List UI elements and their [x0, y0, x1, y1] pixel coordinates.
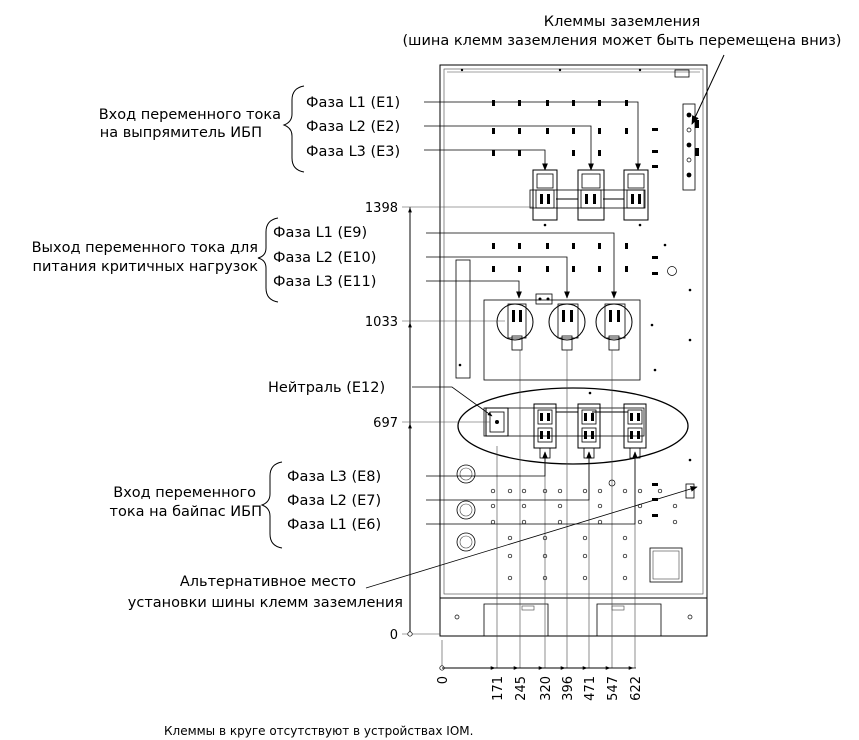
- rectifier-input-group: Вход переменного тока на выпрямитель ИБП…: [99, 85, 641, 173]
- vdim-0: 0: [390, 628, 398, 643]
- alt-ground-label-2: установки шины клемм заземления: [128, 595, 403, 611]
- phase-e10-label: Фаза L2 (E10): [273, 250, 376, 266]
- footnote: Клеммы в круге отсутствуют в устройствах…: [164, 724, 473, 738]
- output-group-label-2: питания критичных нагрузок: [32, 259, 258, 275]
- hdim-547: 547: [606, 676, 621, 701]
- output-terminal-block: [483, 293, 641, 381]
- bypass-brace: [260, 461, 283, 549]
- vertical-guide-lines: [441, 350, 636, 668]
- alt-ground-leader: [365, 486, 698, 589]
- e9-leader: [426, 232, 617, 299]
- e11-leader: [426, 280, 522, 299]
- vdim-1033: 1033: [365, 315, 398, 330]
- phase-e8-label: Фаза L3 (E8): [287, 469, 381, 485]
- output-brace: [257, 217, 279, 303]
- rectifier-terminal-block: [529, 169, 649, 221]
- e6-leader: [426, 451, 638, 525]
- hdim-245: 245: [514, 676, 529, 701]
- rectifier-group-label-2: на выпрямитель ИБП: [100, 125, 262, 141]
- bypass-group-label-1: Вход переменного: [113, 485, 256, 501]
- ground-leader: [691, 54, 725, 125]
- bottom-hole-grid: [490, 479, 678, 581]
- phase-e9-label: Фаза L1 (E9): [273, 225, 367, 241]
- hdim-471: 471: [583, 676, 598, 701]
- phase-e6-label: Фаза L1 (E6): [287, 517, 381, 533]
- output-group: Выход переменного тока для питания крити…: [32, 217, 617, 303]
- phase-e2-label: Фаза L2 (E2): [306, 119, 400, 135]
- terminal-e10: [535, 293, 586, 351]
- iom-circle: [457, 387, 689, 465]
- e3-leader: [424, 149, 548, 171]
- rectifier-brace: [282, 85, 305, 173]
- ground-terminals-subtitle: (шина клемм заземления может быть переме…: [403, 33, 842, 49]
- vertical-dimensions: 1398 1033 697 0: [365, 201, 534, 643]
- vdim-1398: 1398: [365, 201, 398, 216]
- e7-leader: [426, 451, 592, 501]
- hdim-171: 171: [491, 676, 506, 701]
- terminal-e8: [533, 403, 557, 449]
- terminal-e6: [623, 403, 647, 449]
- terminal-e7: [577, 403, 601, 449]
- bypass-input-group: Вход переменного тока на байпас ИБП Фаза…: [110, 451, 638, 549]
- neutral-label: Нейтраль (E12): [268, 380, 385, 396]
- phase-e11-label: Фаза L3 (E11): [273, 274, 376, 290]
- terminal-e2: [577, 169, 605, 221]
- hdim-320: 320: [539, 676, 554, 701]
- terminal-e1: [623, 169, 649, 221]
- terminal-e9: [595, 303, 633, 351]
- cabinet: [439, 64, 708, 637]
- hdim-396: 396: [561, 676, 576, 701]
- neutral-leader: [412, 386, 493, 417]
- phase-e1-label: Фаза L1 (E1): [306, 95, 400, 111]
- vdim-697: 697: [373, 416, 398, 431]
- phase-e7-label: Фаза L2 (E7): [287, 493, 381, 509]
- terminal-e11: [496, 303, 534, 351]
- e1-leader: [424, 101, 641, 171]
- bypass-terminal-block: [483, 403, 647, 459]
- output-group-label-1: Выход переменного тока для: [32, 240, 258, 256]
- hdim-622: 622: [629, 676, 644, 701]
- horizontal-dimensions: 0 171 245 320 396 471 547 622: [436, 665, 644, 701]
- hdim-0: 0: [436, 676, 451, 684]
- e8-leader: [426, 451, 548, 477]
- e2-leader: [424, 125, 594, 171]
- terminal-e3: [532, 169, 558, 221]
- rectifier-group-label-1: Вход переменного тока: [99, 107, 281, 123]
- knockout-holes: [458, 100, 692, 462]
- phase-e3-label: Фаза L3 (E3): [306, 144, 400, 160]
- e10-leader: [426, 256, 570, 299]
- alt-ground-label-1: Альтернативное место: [180, 574, 356, 590]
- bypass-group-label-2: тока на байпас ИБП: [110, 504, 262, 520]
- ground-terminals-title: Клеммы заземления: [544, 14, 700, 30]
